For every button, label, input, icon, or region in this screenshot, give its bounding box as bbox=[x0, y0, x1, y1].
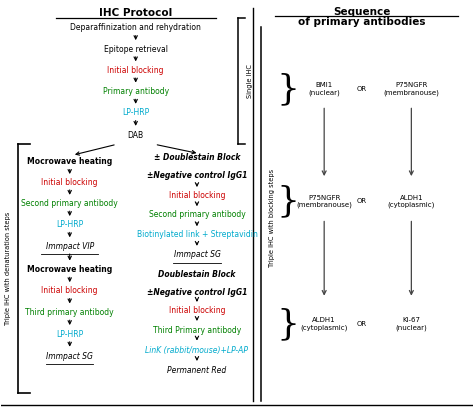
Text: LP-HRP: LP-HRP bbox=[56, 330, 83, 339]
Text: Doublestain Block: Doublestain Block bbox=[158, 270, 236, 279]
Text: Mocrowave heating: Mocrowave heating bbox=[27, 265, 112, 274]
Text: P75NGFR
(membranouse): P75NGFR (membranouse) bbox=[296, 195, 352, 208]
Text: Triple IHC with denaturation steps: Triple IHC with denaturation steps bbox=[5, 212, 10, 326]
Text: Immpact SG: Immpact SG bbox=[46, 352, 93, 361]
Text: ALDH1
(cytoplasmic): ALDH1 (cytoplasmic) bbox=[388, 195, 435, 208]
Text: Permanent Red: Permanent Red bbox=[167, 366, 227, 375]
Text: OR: OR bbox=[357, 199, 367, 204]
Text: of primary antibodies: of primary antibodies bbox=[298, 17, 426, 27]
Text: Primary antibody: Primary antibody bbox=[103, 87, 169, 96]
Text: Epitope retrieval: Epitope retrieval bbox=[104, 45, 168, 54]
Text: Third Primary antibody: Third Primary antibody bbox=[153, 326, 241, 335]
Text: Biotinylated link + Streptavidin: Biotinylated link + Streptavidin bbox=[137, 231, 257, 239]
Text: Second primary antibody: Second primary antibody bbox=[21, 199, 118, 208]
Text: Third primary antibody: Third primary antibody bbox=[26, 308, 114, 317]
Text: Sequence: Sequence bbox=[333, 7, 391, 16]
Text: }: } bbox=[276, 307, 300, 341]
Text: Immpact SG: Immpact SG bbox=[173, 250, 220, 259]
Text: Initial blocking: Initial blocking bbox=[169, 191, 225, 200]
Text: LP-HRP: LP-HRP bbox=[56, 220, 83, 229]
Text: ALDH1
(cytoplasmic): ALDH1 (cytoplasmic) bbox=[301, 317, 348, 330]
Text: BMI1
(nuclear): BMI1 (nuclear) bbox=[308, 83, 340, 96]
Text: ±Negative control IgG1: ±Negative control IgG1 bbox=[147, 288, 247, 297]
Text: IHC Protocol: IHC Protocol bbox=[99, 8, 173, 18]
Text: OR: OR bbox=[357, 321, 367, 327]
Text: LP-HRP: LP-HRP bbox=[122, 109, 149, 117]
Text: Single IHC: Single IHC bbox=[247, 64, 253, 98]
Text: ±Negative control IgG1: ±Negative control IgG1 bbox=[147, 171, 247, 180]
Text: Initial blocking: Initial blocking bbox=[41, 178, 98, 187]
Text: P75NGFR
(membranouse): P75NGFR (membranouse) bbox=[383, 83, 439, 96]
Text: }: } bbox=[276, 72, 300, 106]
Text: Initial blocking: Initial blocking bbox=[169, 306, 225, 315]
Text: Immpact VIP: Immpact VIP bbox=[46, 242, 94, 251]
Text: Triple IHC with blocking steps: Triple IHC with blocking steps bbox=[269, 169, 274, 267]
Text: Initial blocking: Initial blocking bbox=[108, 66, 164, 75]
Text: Initial blocking: Initial blocking bbox=[41, 286, 98, 296]
Text: ± Doublestain Block: ± Doublestain Block bbox=[154, 153, 240, 162]
Text: OR: OR bbox=[357, 86, 367, 92]
Text: DAB: DAB bbox=[128, 131, 144, 140]
Text: Second primary antibody: Second primary antibody bbox=[148, 210, 246, 219]
Text: Ki-67
(nuclear): Ki-67 (nuclear) bbox=[395, 317, 427, 330]
Text: Mocrowave heating: Mocrowave heating bbox=[27, 157, 112, 166]
Text: }: } bbox=[276, 185, 300, 218]
Text: LinK (rabbit/mouse)+LP-AP: LinK (rabbit/mouse)+LP-AP bbox=[146, 346, 248, 355]
Text: Deparaffinization and rehydration: Deparaffinization and rehydration bbox=[70, 23, 201, 32]
